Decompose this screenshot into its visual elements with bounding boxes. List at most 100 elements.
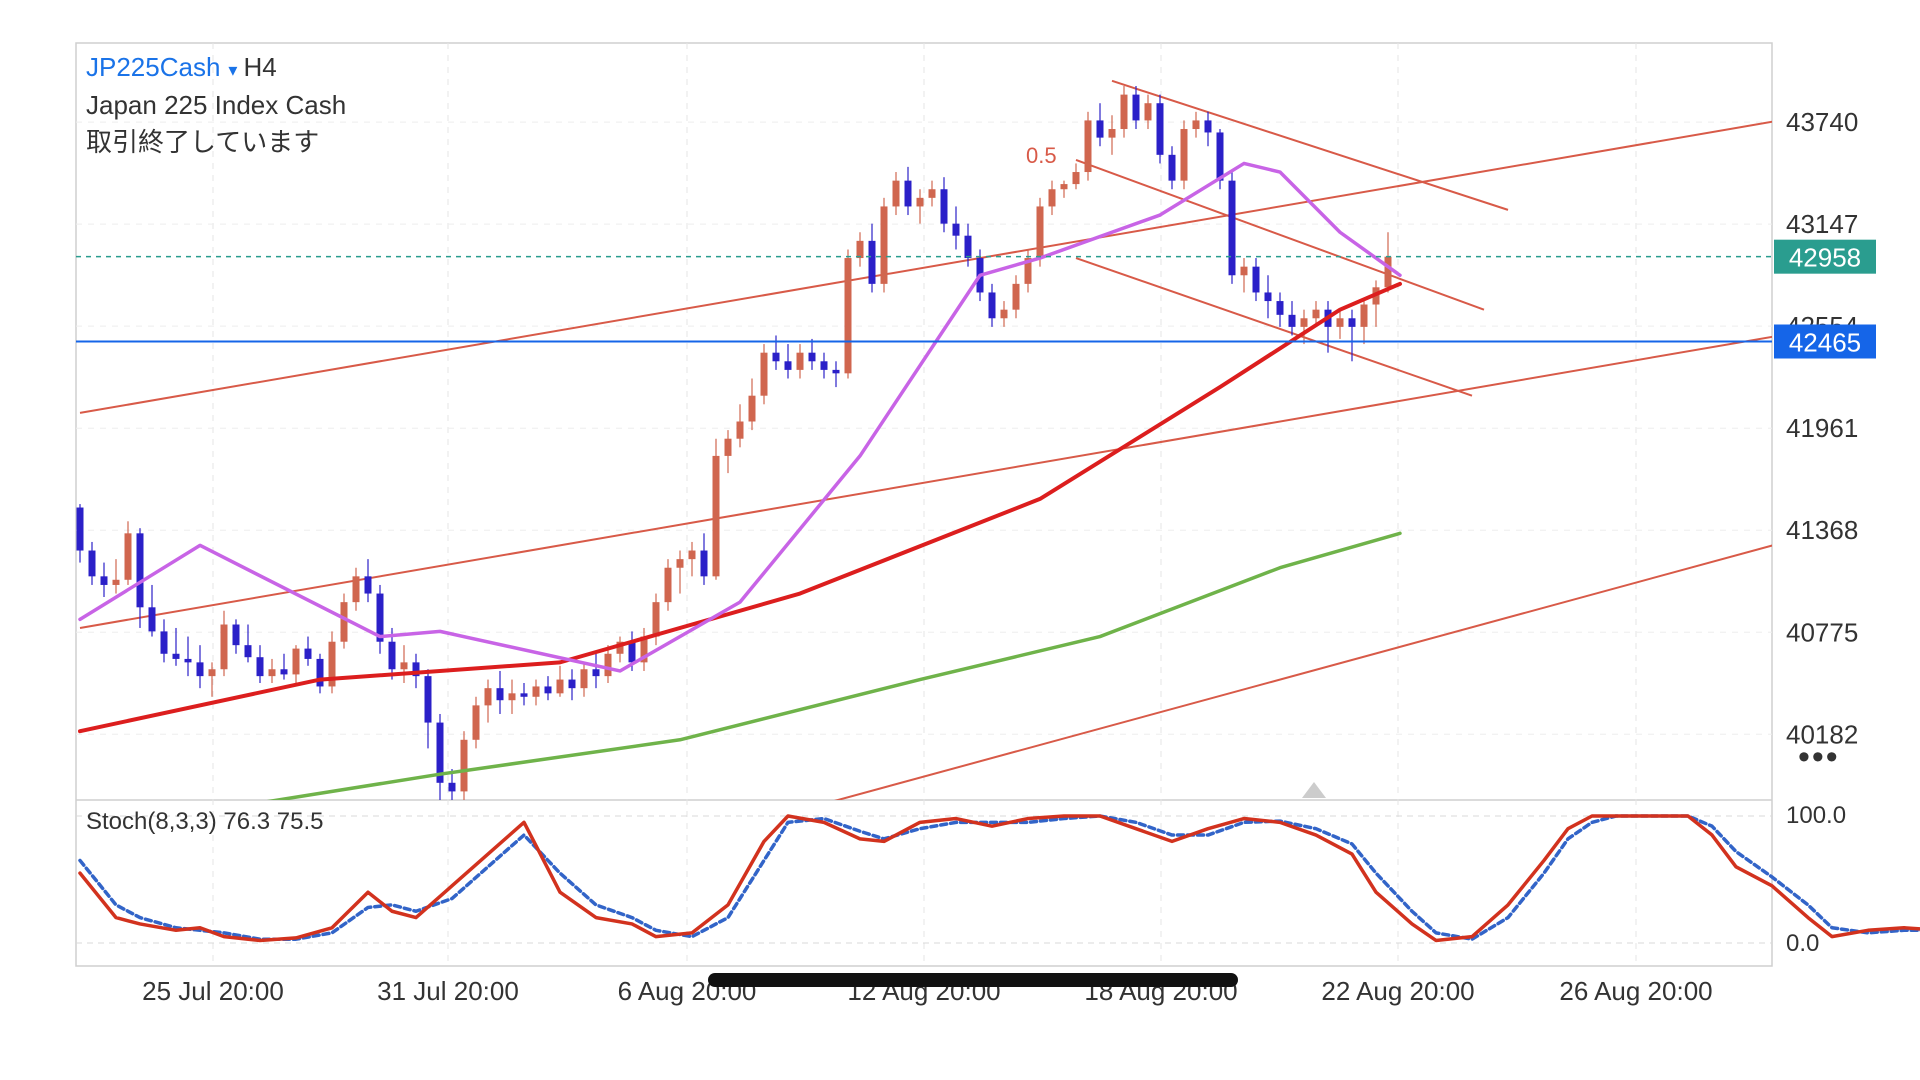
candle-body	[160, 631, 168, 654]
candle-body	[784, 361, 792, 370]
more-options-button[interactable]: •••	[1798, 738, 1840, 776]
candle-body	[676, 559, 684, 568]
timeframe-label[interactable]: H4	[243, 52, 277, 82]
candle-body	[472, 705, 480, 740]
moving-averages	[78, 161, 1402, 800]
candle-body	[88, 550, 96, 577]
time-tick-label: 22 Aug 20:00	[1321, 976, 1474, 1006]
candle-body	[1348, 318, 1356, 327]
channel-line	[1075, 159, 1485, 311]
candle-body	[952, 223, 960, 236]
candle-body	[688, 550, 696, 560]
candle-body	[640, 636, 648, 663]
candle-body	[1276, 301, 1284, 315]
candle-body	[520, 693, 528, 697]
channel-line	[1075, 257, 1473, 397]
candle-body	[448, 782, 456, 792]
candle-body	[208, 669, 216, 677]
candle-body	[760, 352, 768, 396]
candle-body	[988, 292, 996, 319]
candle-body	[1048, 189, 1056, 207]
candle-body	[904, 180, 912, 207]
symbol-selector[interactable]: JP225Cash	[86, 52, 221, 82]
candle-body	[112, 579, 120, 585]
candle-body	[1204, 120, 1212, 133]
time-tick-label: 25 Jul 20:00	[142, 976, 284, 1006]
candle-body	[604, 653, 612, 677]
candle-body	[1084, 120, 1092, 173]
candle-body	[880, 206, 888, 284]
price-tick-label: 43147	[1786, 209, 1858, 239]
candle-body	[1096, 120, 1104, 138]
candle-body	[316, 658, 324, 687]
candle-body	[892, 180, 900, 207]
last-price-tag-bg	[1774, 239, 1876, 274]
stoch-tick-label: 0.0	[1786, 930, 1819, 957]
price-labels: 42958 42465	[1774, 239, 1876, 359]
symbol-row: JP225Cash ▾ H4	[86, 52, 277, 83]
candle-body	[328, 641, 336, 687]
candle-body	[136, 533, 144, 608]
candle-body	[592, 669, 600, 677]
time-tick-label: 26 Aug 20:00	[1559, 976, 1712, 1006]
candle-body	[1228, 180, 1236, 276]
candle-body	[928, 189, 936, 198]
price-tick-label: 40182	[1786, 719, 1858, 749]
candle-body	[280, 669, 288, 675]
candle-body	[1108, 129, 1116, 138]
candle-body	[940, 189, 948, 224]
candle-body	[340, 602, 348, 642]
candle-body	[364, 576, 372, 594]
candle-body	[460, 739, 468, 792]
candle-body	[820, 361, 828, 370]
candle-body	[628, 641, 636, 663]
chevron-down-icon[interactable]: ▾	[228, 60, 238, 80]
channel-line	[79, 335, 1772, 629]
horizontal-line-tag-bg	[1774, 324, 1876, 359]
candle-body	[424, 676, 432, 723]
last-price-tag: 42958	[1789, 243, 1861, 273]
ma-fast-line	[78, 161, 1402, 673]
candle-body	[832, 369, 840, 374]
fib-label: 0.5	[1026, 143, 1057, 168]
channel-line	[834, 544, 1772, 800]
candle-body	[244, 645, 252, 658]
candle-body	[76, 507, 84, 551]
candle-body	[1132, 94, 1140, 121]
candle-body	[856, 240, 864, 259]
candle-body	[1336, 318, 1344, 327]
candle-body	[100, 576, 108, 585]
candle-body	[292, 648, 300, 675]
candle-body	[484, 688, 492, 706]
ma-mid-line	[78, 281, 1402, 734]
candle-body	[568, 679, 576, 689]
channel-line	[1111, 79, 1509, 211]
candle-body	[700, 550, 708, 577]
candle-body	[412, 662, 420, 677]
candle-body	[808, 352, 816, 362]
candle-body	[1240, 266, 1248, 276]
stoch-k-line	[78, 814, 1920, 943]
candle-body	[1024, 258, 1032, 284]
candle-body	[1384, 256, 1392, 288]
candle-body	[1000, 309, 1008, 319]
price-tick-label: 40775	[1786, 617, 1858, 647]
price-tick-label: 41961	[1786, 413, 1858, 443]
candle-body	[652, 602, 660, 637]
stoch-tick-label: 100.0	[1786, 802, 1846, 829]
candle-body	[436, 722, 444, 783]
candle-body	[268, 669, 276, 677]
candle-body	[1180, 129, 1188, 181]
candle-body	[220, 624, 228, 670]
candle-body	[1036, 206, 1044, 259]
candle-body	[1144, 103, 1152, 121]
candle-body	[232, 624, 240, 646]
candle-body	[916, 197, 924, 207]
market-status: 取引終了しています	[86, 127, 320, 157]
home-indicator[interactable]	[708, 973, 1238, 987]
candle-body	[508, 693, 516, 701]
candle-body	[1312, 309, 1320, 319]
candle-body	[556, 679, 564, 694]
candle-body	[1168, 154, 1176, 181]
candle-body	[544, 686, 552, 694]
